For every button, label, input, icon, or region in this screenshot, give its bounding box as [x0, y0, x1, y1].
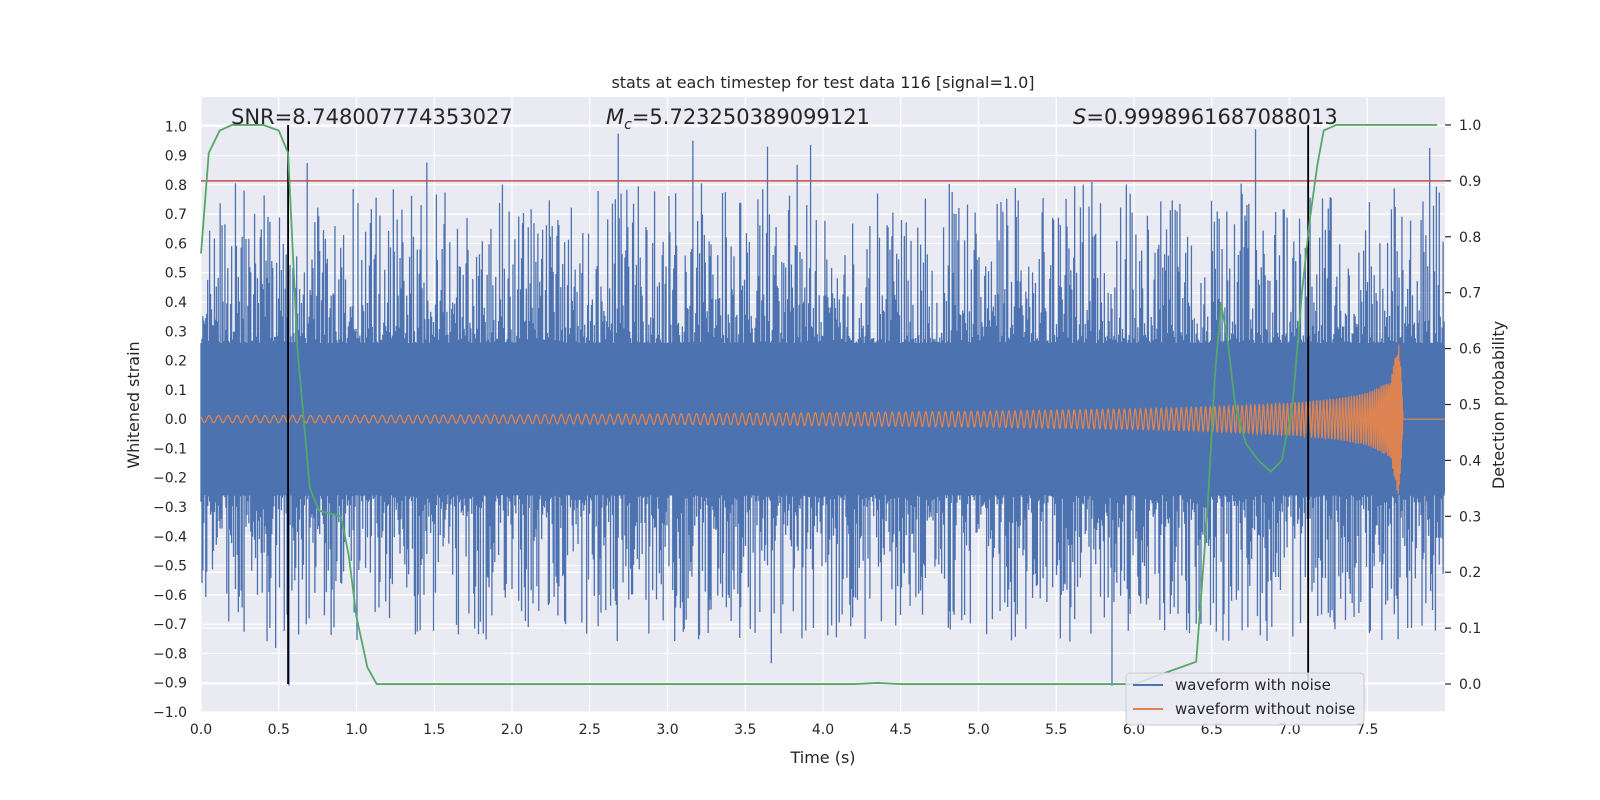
noisy-waveform-core [201, 345, 1445, 493]
x-tick-label: 1.0 [345, 722, 367, 738]
y-tick-label: −0.5 [153, 559, 187, 575]
x-tick-label: 6.0 [1123, 722, 1145, 738]
y-tick-label: −0.9 [153, 676, 187, 692]
chirp-mass-subscript: c [624, 117, 632, 133]
score-symbol: S [1073, 105, 1086, 129]
x-tick-label: 7.5 [1356, 722, 1378, 738]
y-tick-label: 0.0 [165, 412, 187, 428]
y2-tick-label: 0.8 [1459, 230, 1481, 246]
reference-lines [201, 124, 1445, 685]
y-tick-label: −0.4 [153, 529, 187, 545]
tick-labels: 0.0 0.5 1.0 1.5 2.0 2.5 3.0 3.5 4.0 4.5 5.0 5.5 6.0 6… [153, 118, 1481, 738]
x-tick-label: 3.5 [734, 722, 756, 738]
chart-title: stats at each timestep for test data 116… [611, 73, 1034, 92]
x-tick-label: 5.0 [967, 722, 989, 738]
y2-tick-label: 0.1 [1459, 621, 1481, 637]
x-tick-label: 6.5 [1201, 722, 1223, 738]
y-tick-label: 0.6 [165, 236, 187, 252]
y-tick-label: −0.3 [153, 500, 187, 516]
snr-annotation: SNR=8.748007774353027 [231, 105, 513, 129]
y2-tick-label: 1.0 [1459, 118, 1481, 134]
x-tick-label: 3.0 [656, 722, 678, 738]
legend: waveform with noise waveform without noi… [1125, 672, 1365, 726]
legend-label-noisy: waveform with noise [1175, 676, 1331, 694]
y2-tick-label: 0.7 [1459, 286, 1481, 302]
y-tick-label: 0.3 [165, 324, 187, 340]
y-tick-label: −0.6 [153, 588, 187, 604]
y2-tick-label: 0.3 [1459, 509, 1481, 525]
series-waveform-without-noise [200, 344, 1445, 495]
y2-tick-label: 0.6 [1459, 342, 1481, 358]
y2-tick-label: 0.0 [1459, 677, 1481, 693]
y-tick-label: 0.9 [165, 149, 187, 165]
clean-waveform-line [200, 344, 1445, 495]
y-axis-label: Whitened strain [124, 341, 143, 468]
y-tick-label: 0.1 [165, 383, 187, 399]
y-tick-label: 1.0 [165, 119, 187, 135]
y2-tick-label: 0.9 [1459, 174, 1481, 190]
score-annotation: S=0.9998961687088013 [1073, 105, 1338, 129]
detection-probability-line [200, 124, 1438, 685]
series-detection-probability [200, 124, 1438, 685]
y-tick-label: 0.7 [165, 207, 187, 223]
y-tick-label: 0.5 [165, 266, 187, 282]
y-tick-label: 0.8 [165, 178, 187, 194]
y2-tick-label: 0.4 [1459, 453, 1481, 469]
x-tick-label: 1.5 [423, 722, 445, 738]
x-tick-label: 7.0 [1278, 722, 1300, 738]
y-tick-label: 0.2 [165, 354, 187, 370]
x-tick-label: 2.0 [501, 722, 523, 738]
y2-tick-label: 0.5 [1459, 398, 1481, 414]
y-tick-label: −0.1 [153, 441, 187, 457]
y-tick-label: −0.8 [153, 646, 187, 662]
x-tick-label: 5.5 [1045, 722, 1067, 738]
y-tick-label: −0.7 [153, 617, 187, 633]
chirp-mass-value: =5.723250389099121 [632, 105, 870, 129]
x-tick-label: 2.5 [579, 722, 601, 738]
x-axis-label: Time (s) [789, 748, 855, 767]
y-tick-label: −0.2 [153, 471, 187, 487]
x-tick-label: 4.0 [812, 722, 834, 738]
y2-axis-label: Detection probability [1489, 321, 1508, 489]
x-tick-label: 4.5 [890, 722, 912, 738]
series-waveform-with-noise [200, 129, 1445, 686]
legend-label-clean: waveform without noise [1175, 700, 1355, 718]
legend-box [1125, 672, 1365, 726]
y2-tick-label: 0.2 [1459, 565, 1481, 581]
x-tick-label: 0.5 [268, 722, 290, 738]
score-value: =0.9998961687088013 [1086, 105, 1337, 129]
chirp-mass-annotation: Mc=5.723250389099121 [606, 105, 870, 133]
y-tick-label: 0.4 [165, 295, 187, 311]
y-tick-label: −1.0 [153, 705, 187, 721]
chirp-mass-symbol: M [606, 105, 624, 129]
x-tick-label: 0.0 [190, 722, 212, 738]
